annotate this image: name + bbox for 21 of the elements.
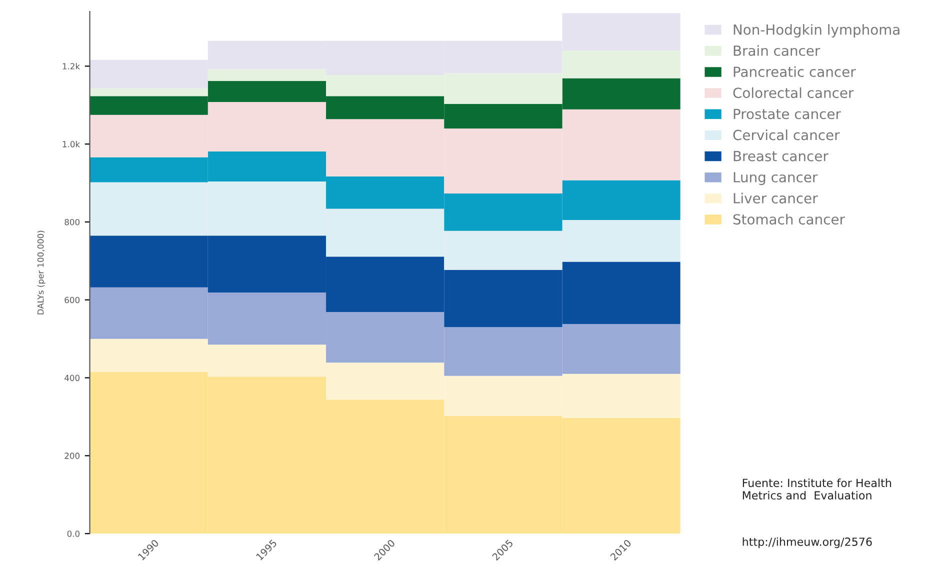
legend-label: Brain cancer (734, 45, 820, 56)
legend-label: Liver cancer (734, 192, 818, 204)
legend-label: Colorectal cancer (733, 87, 854, 98)
legend-label: Cervical cancer (733, 130, 840, 140)
bar (90, 88, 208, 96)
legend-label: Non-Hodgkin lymphoma (734, 24, 900, 38)
source-note: Fuente: Institute for Health Metrics and Evaluation (742, 478, 892, 500)
legend-label: Stomach cancer (733, 214, 845, 225)
legend-label: Breast cancer (734, 151, 828, 162)
y-tick-label: 600 (64, 296, 80, 304)
y-tick-label: 1.0k (62, 140, 80, 148)
legend-label: Lung cancer (734, 172, 818, 186)
y-tick-label: 400 (64, 374, 80, 382)
y-tick-label: 1.2k (62, 62, 80, 70)
y-axis-title: DALYs (per 100,000) (37, 230, 46, 314)
y-tick-label: 0.0 (67, 530, 80, 537)
text: http://ihmeuw.org/2576 (742, 537, 872, 548)
legend-label: Prostate cancer (734, 108, 841, 120)
y-tick-label: 200 (64, 452, 80, 459)
y-tick-label: 800 (64, 218, 80, 226)
legend-label: Pancreatic cancer (734, 66, 856, 78)
